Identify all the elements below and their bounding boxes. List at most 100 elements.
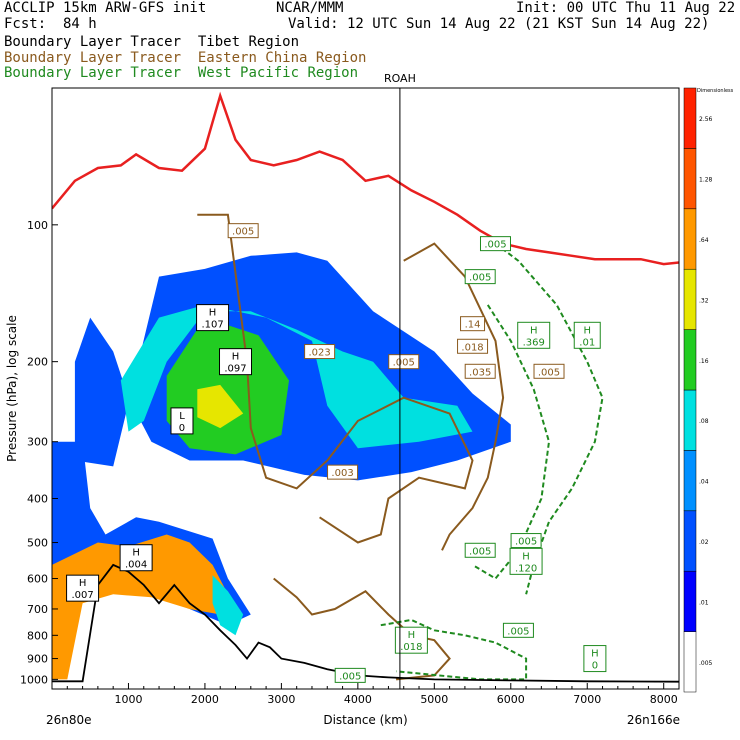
eastern-china-label-2: .003 bbox=[327, 464, 359, 480]
eastern-china-label-7-box bbox=[464, 363, 496, 379]
eastern-china-label-7-text: .035 bbox=[469, 367, 491, 378]
tibet-extremum-3-value: .007 bbox=[71, 590, 93, 601]
eastern-china-label-4-box bbox=[457, 338, 489, 354]
colorbar-level-8: 1.28 bbox=[699, 177, 713, 184]
y-tick-label-600: 600 bbox=[27, 573, 48, 586]
x-tick-label-8000: 8000 bbox=[650, 693, 678, 706]
west-pacific-extremum-2-type: H bbox=[522, 551, 530, 562]
west-pacific-extremum-3: H.018 bbox=[394, 626, 428, 654]
y-axis-title: Pressure (hPa), log scale bbox=[5, 315, 19, 462]
tibet-extremum-2-value: .004 bbox=[125, 560, 147, 571]
eastern-china-contour-1 bbox=[403, 242, 505, 551]
west-pacific-extremum-4-type: H bbox=[591, 649, 599, 660]
eastern-china-label-0: .005 bbox=[227, 223, 259, 239]
west-pacific-contour-0 bbox=[494, 242, 604, 595]
x-tick-label-6000: 6000 bbox=[497, 693, 525, 706]
west-pacific-label-2-box bbox=[510, 533, 542, 549]
west-pacific-label-0: .005 bbox=[479, 236, 511, 252]
tibet-extremum-4-box bbox=[170, 407, 194, 435]
eastern-china-label-3-text: .005 bbox=[393, 358, 415, 369]
y-tick-label-800: 800 bbox=[27, 629, 48, 642]
west-pacific-extremum-0-value: .369 bbox=[523, 337, 545, 348]
x-tick-label-2000: 2000 bbox=[191, 693, 219, 706]
west-pacific-extremum-4-box bbox=[583, 645, 607, 673]
colorbar-swatch-2 bbox=[683, 510, 697, 572]
colorbar-swatch-9 bbox=[683, 87, 697, 149]
tibet-extremum-4: L0 bbox=[170, 407, 194, 435]
colorbar-level-4: .08 bbox=[699, 418, 709, 425]
colorbar-swatch-6 bbox=[683, 268, 697, 330]
tibet-extremum-4-type: L bbox=[179, 411, 185, 422]
west-pacific-label-5-box bbox=[502, 622, 534, 638]
colorbar-level-2: .02 bbox=[699, 539, 709, 546]
eastern-china-label-5: .005 bbox=[533, 363, 565, 379]
west-pacific-label-1-text: .005 bbox=[469, 273, 491, 284]
tibet-extremum-4-value: 0 bbox=[179, 423, 185, 434]
colorbar-swatch-4 bbox=[683, 389, 697, 451]
colorbar-level-3: .04 bbox=[699, 479, 709, 486]
tibet-fill-region-1 bbox=[120, 304, 473, 449]
tibet-extremum-0-type: H bbox=[209, 308, 217, 319]
west-pacific-label-1-box bbox=[464, 269, 496, 285]
tropopause-line bbox=[52, 91, 679, 266]
tibet-extremum-3: H.007 bbox=[66, 574, 100, 602]
west-pacific-extremum-0-type: H bbox=[530, 325, 538, 336]
west-pacific-label-4-text: .005 bbox=[339, 671, 361, 682]
model-source: NCAR/MMM bbox=[276, 0, 344, 16]
colorbar-level-7: .64 bbox=[699, 237, 709, 244]
tibet-extremum-3-box bbox=[66, 574, 100, 602]
tibet-extremum-0-value: .107 bbox=[201, 320, 223, 331]
colorbar-swatch-5 bbox=[683, 329, 697, 391]
tibet-fill-region-3 bbox=[197, 384, 244, 429]
model-title: ACCLIP 15km ARW-GFS init bbox=[4, 0, 207, 16]
x-tick-label-3000: 3000 bbox=[267, 693, 295, 706]
eastern-china-label-7: .035 bbox=[464, 363, 496, 379]
x-start-endpoint: 26n80e bbox=[46, 713, 92, 727]
y-tick-label-100: 100 bbox=[27, 219, 48, 232]
colorbar-swatch-8 bbox=[683, 148, 697, 210]
west-pacific-label-1: .005 bbox=[464, 269, 496, 285]
west-pacific-contour-1 bbox=[471, 304, 551, 580]
tibet-extremum-2: H.004 bbox=[119, 544, 153, 572]
colorbar-swatch-7 bbox=[683, 208, 697, 270]
west-pacific-extremum-0: H.369 bbox=[517, 321, 551, 349]
eastern-china-label-6: .14 bbox=[460, 316, 486, 332]
y-tick-label-500: 500 bbox=[27, 537, 48, 550]
west-pacific-extremum-4-value: 0 bbox=[592, 661, 598, 672]
west-pacific-extremum-1-box bbox=[573, 321, 601, 349]
west-pacific-extremum-3-type: H bbox=[408, 630, 416, 641]
west-pacific-extremum-3-value: .018 bbox=[400, 642, 422, 653]
eastern-china-label-5-text: .005 bbox=[538, 367, 560, 378]
tibet-fill-region-2 bbox=[166, 317, 289, 455]
west-pacific-extremum-2-value: .120 bbox=[515, 563, 537, 574]
tibet-extremum-0: H.107 bbox=[196, 304, 230, 332]
legend-tracer-tibet: Boundary Layer Tracer Tibet Region bbox=[4, 34, 300, 50]
roah-marker-label: ROAH bbox=[384, 72, 416, 85]
x-tick-label-1000: 1000 bbox=[114, 693, 142, 706]
eastern-china-label-4: .018 bbox=[457, 338, 489, 354]
eastern-china-label-0-box bbox=[227, 223, 259, 239]
eastern-china-label-2-text: .003 bbox=[331, 468, 353, 479]
eastern-china-label-4-text: .018 bbox=[461, 342, 483, 353]
west-pacific-label-2-text: .005 bbox=[515, 537, 537, 548]
x-tick-label-5000: 5000 bbox=[420, 693, 448, 706]
eastern-china-contour-layer bbox=[197, 213, 505, 681]
eastern-china-label-1-text: .023 bbox=[308, 348, 330, 359]
y-tick-label-900: 900 bbox=[27, 653, 48, 666]
colorbar: .005 .01 .02 .04 .08 .16 .32 .64 1.28 2.56 Dimensi… bbox=[683, 87, 734, 693]
forecast-hour: Fcst: 84 h bbox=[4, 16, 97, 32]
west-pacific-extremum-3-box bbox=[394, 626, 428, 654]
west-pacific-label-5: .005 bbox=[502, 622, 534, 638]
colorbar-swatch-1 bbox=[683, 570, 697, 632]
west-pacific-label-5-text: .005 bbox=[507, 626, 529, 637]
x-axis-title: Distance (km) bbox=[323, 713, 407, 727]
axes-layer: 1000 2000 3000 4000 5000 6000 7000 800010020030… bbox=[5, 219, 680, 727]
west-pacific-extremum-0-box bbox=[517, 321, 551, 349]
colorbar-level-1: .01 bbox=[699, 599, 709, 606]
eastern-china-label-6-text: .14 bbox=[465, 320, 481, 331]
plot-frame bbox=[51, 87, 680, 690]
west-pacific-label-0-text: .005 bbox=[484, 240, 506, 251]
west-pacific-label-4-box bbox=[334, 667, 366, 683]
y-tick-label-1000: 1000 bbox=[20, 673, 48, 686]
west-pacific-label-4: .005 bbox=[334, 667, 366, 683]
